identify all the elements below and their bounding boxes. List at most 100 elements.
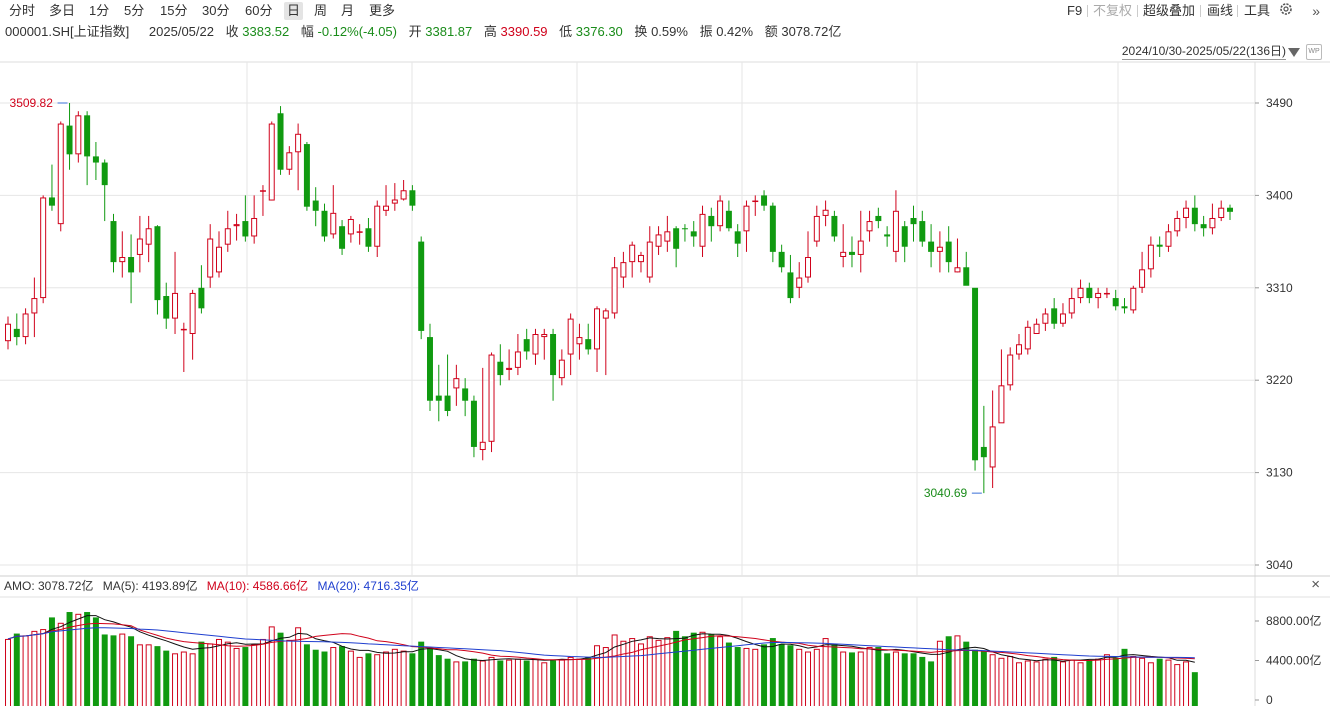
candle-body-up	[1042, 313, 1049, 324]
super-overlay-button[interactable]: 超级叠加	[1143, 3, 1196, 18]
candle-body-down	[48, 197, 55, 206]
candle-body-up	[391, 199, 398, 204]
volume-bar-up	[813, 648, 820, 706]
volume-bar-up	[5, 638, 11, 706]
tab-multi-day[interactable]: 多日	[49, 3, 76, 18]
high-label: 高	[483, 24, 497, 39]
tools-button[interactable]: 工具	[1244, 3, 1271, 18]
y-tick-label: 3490	[1266, 96, 1293, 110]
tab-weekly[interactable]: 周	[314, 3, 328, 18]
volume-bar-down	[928, 661, 935, 706]
candle-body-up	[1077, 287, 1084, 299]
candle-body-up	[224, 228, 231, 245]
candle-body-down	[154, 226, 161, 301]
toolbar: 分时 多日 1分 5分 15分 30分 60分 日 周 月 更多 F9 不复权 …	[0, 0, 1330, 22]
f9-button[interactable]: F9	[1067, 3, 1083, 18]
candle-body-up	[268, 123, 275, 201]
candle-body-down	[418, 241, 425, 331]
candle-body-up	[286, 152, 293, 170]
volume-bar-down	[673, 630, 680, 706]
y-tick-label: 3040	[1266, 558, 1293, 572]
tab-more[interactable]: 更多	[369, 3, 396, 18]
volume-bar-up	[611, 634, 618, 706]
candle-body-down	[1121, 306, 1128, 309]
gear-icon[interactable]	[1278, 1, 1294, 17]
candle-body-up	[541, 334, 548, 338]
candle-body-up	[1165, 231, 1172, 247]
chevron-right-icon[interactable]: »	[1312, 3, 1320, 19]
volume-bar-down	[163, 650, 170, 706]
tab-30min[interactable]: 30分	[202, 3, 230, 18]
candle-body-down	[1051, 308, 1058, 324]
volume-bar-up	[1130, 656, 1137, 706]
volume-bar-down	[831, 644, 838, 706]
tab-5min[interactable]: 5分	[124, 3, 145, 18]
open-value: 3381.87	[425, 24, 473, 39]
draw-line-button[interactable]: 画线	[1207, 3, 1234, 18]
close-icon[interactable]: ×	[1311, 576, 1320, 593]
date-range[interactable]: 2024/10/30-2025/05/22(136日)	[1121, 44, 1286, 60]
volume-bar-up	[1139, 657, 1146, 706]
volume-bar-up	[840, 651, 847, 706]
candle-body-up	[479, 441, 486, 451]
candle-body-down	[444, 395, 451, 411]
candle-body-up	[594, 308, 601, 350]
tab-1min[interactable]: 1分	[89, 3, 110, 18]
divider	[1087, 5, 1088, 17]
candle-body-up	[576, 337, 583, 345]
candle-body-up	[514, 351, 521, 368]
candle-body-down	[523, 339, 530, 352]
candle-body-up	[31, 298, 38, 314]
volume-bar-up	[1095, 658, 1102, 706]
no-adjust-button[interactable]: 不复权	[1093, 3, 1133, 18]
candle-body-down	[312, 200, 319, 211]
volume-bar-up	[664, 637, 671, 706]
range-dropdown-icon[interactable]	[1288, 48, 1300, 57]
volume-bar-up	[189, 653, 196, 706]
wp-icon[interactable]: WP	[1306, 44, 1322, 60]
candle-body-up	[1174, 217, 1181, 232]
tab-intraday[interactable]: 分时	[9, 3, 36, 18]
volume-bar-up	[330, 647, 337, 706]
volume-bar-up	[637, 643, 644, 706]
candle-body-up	[330, 212, 337, 235]
volume-bar-up	[717, 636, 724, 706]
low-value: 3376.30	[575, 24, 623, 39]
candle-body-up	[22, 313, 29, 338]
candle-body-down	[1156, 244, 1163, 247]
volume-bar-up	[57, 622, 64, 706]
change-value: -0.12%(-4.05)	[317, 24, 397, 39]
candle-body-up	[954, 267, 961, 273]
amo-ma5: MA(5): 4193.89亿	[102, 579, 198, 593]
volume-bar-down	[303, 644, 310, 706]
tab-daily[interactable]: 日	[284, 2, 304, 20]
volume-bar-up	[892, 651, 899, 706]
divider	[1137, 5, 1138, 17]
quote-bar: 000001.SH[上证指数] 2025/05/22 收 3383.52 幅 -…	[0, 22, 1100, 42]
amount-value: 3078.72亿	[781, 24, 842, 39]
tab-monthly[interactable]: 月	[341, 3, 355, 18]
turnover-label: 换	[634, 24, 648, 39]
volume-bar-up	[268, 626, 275, 706]
volume-bar-up	[295, 627, 302, 706]
volume-bar-down	[734, 647, 741, 706]
candle-body-up	[506, 367, 513, 370]
tab-15min[interactable]: 15分	[160, 3, 188, 18]
volume-bar-up	[224, 641, 231, 706]
volume-bar-down	[1121, 648, 1128, 706]
candle-body-down	[321, 210, 328, 237]
candle-body-up	[40, 197, 47, 299]
candle-body-up	[189, 292, 196, 334]
volume-bar-down	[980, 651, 987, 706]
candle-body-up	[75, 115, 82, 155]
tab-60min[interactable]: 60分	[245, 3, 273, 18]
close-value: 3383.52	[242, 24, 290, 39]
candle-body-up	[637, 254, 644, 263]
volume-bar-down	[725, 642, 732, 706]
volume-bar-up	[1033, 661, 1040, 706]
candle-body-up	[602, 310, 609, 319]
candle-body-up	[251, 217, 258, 237]
volume-bar-down	[497, 660, 504, 706]
candle-body-up	[813, 215, 820, 242]
